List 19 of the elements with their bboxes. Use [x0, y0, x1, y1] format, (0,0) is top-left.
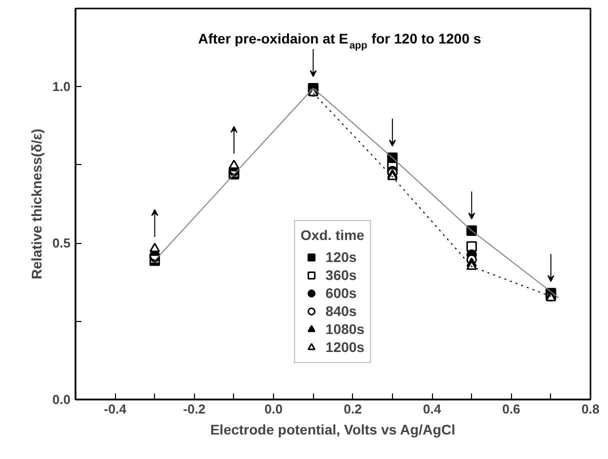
legend-label: 120s — [326, 248, 357, 266]
y-tick-label: 1.0 — [52, 79, 71, 94]
legend-label: 1200s — [326, 338, 364, 356]
x-tick-label: 0.2 — [344, 402, 362, 416]
x-tick-label: 0.4 — [423, 402, 442, 416]
x-tick-label: -0.4 — [104, 402, 128, 416]
legend-label: 600s — [326, 284, 357, 302]
y-axis-title: Relative thickness(δ/ε) — [28, 128, 44, 280]
x-tick-label: -0.2 — [183, 402, 206, 416]
x-tick-label: 0.0 — [264, 402, 283, 416]
x-tick-label: 0.6 — [502, 402, 520, 416]
legend-label: 360s — [326, 266, 357, 284]
y-tick-label: 0.5 — [52, 236, 71, 251]
legend-title: Oxd. time — [300, 227, 364, 243]
x-axis-title: Electrode potential, Volts vs Ag/AgCl — [210, 422, 456, 438]
x-tick-label: 0.8 — [581, 402, 600, 416]
legend-label: 840s — [326, 302, 357, 320]
y-tick-label: 0.0 — [52, 392, 71, 407]
legend-label: 1080s — [326, 320, 364, 338]
